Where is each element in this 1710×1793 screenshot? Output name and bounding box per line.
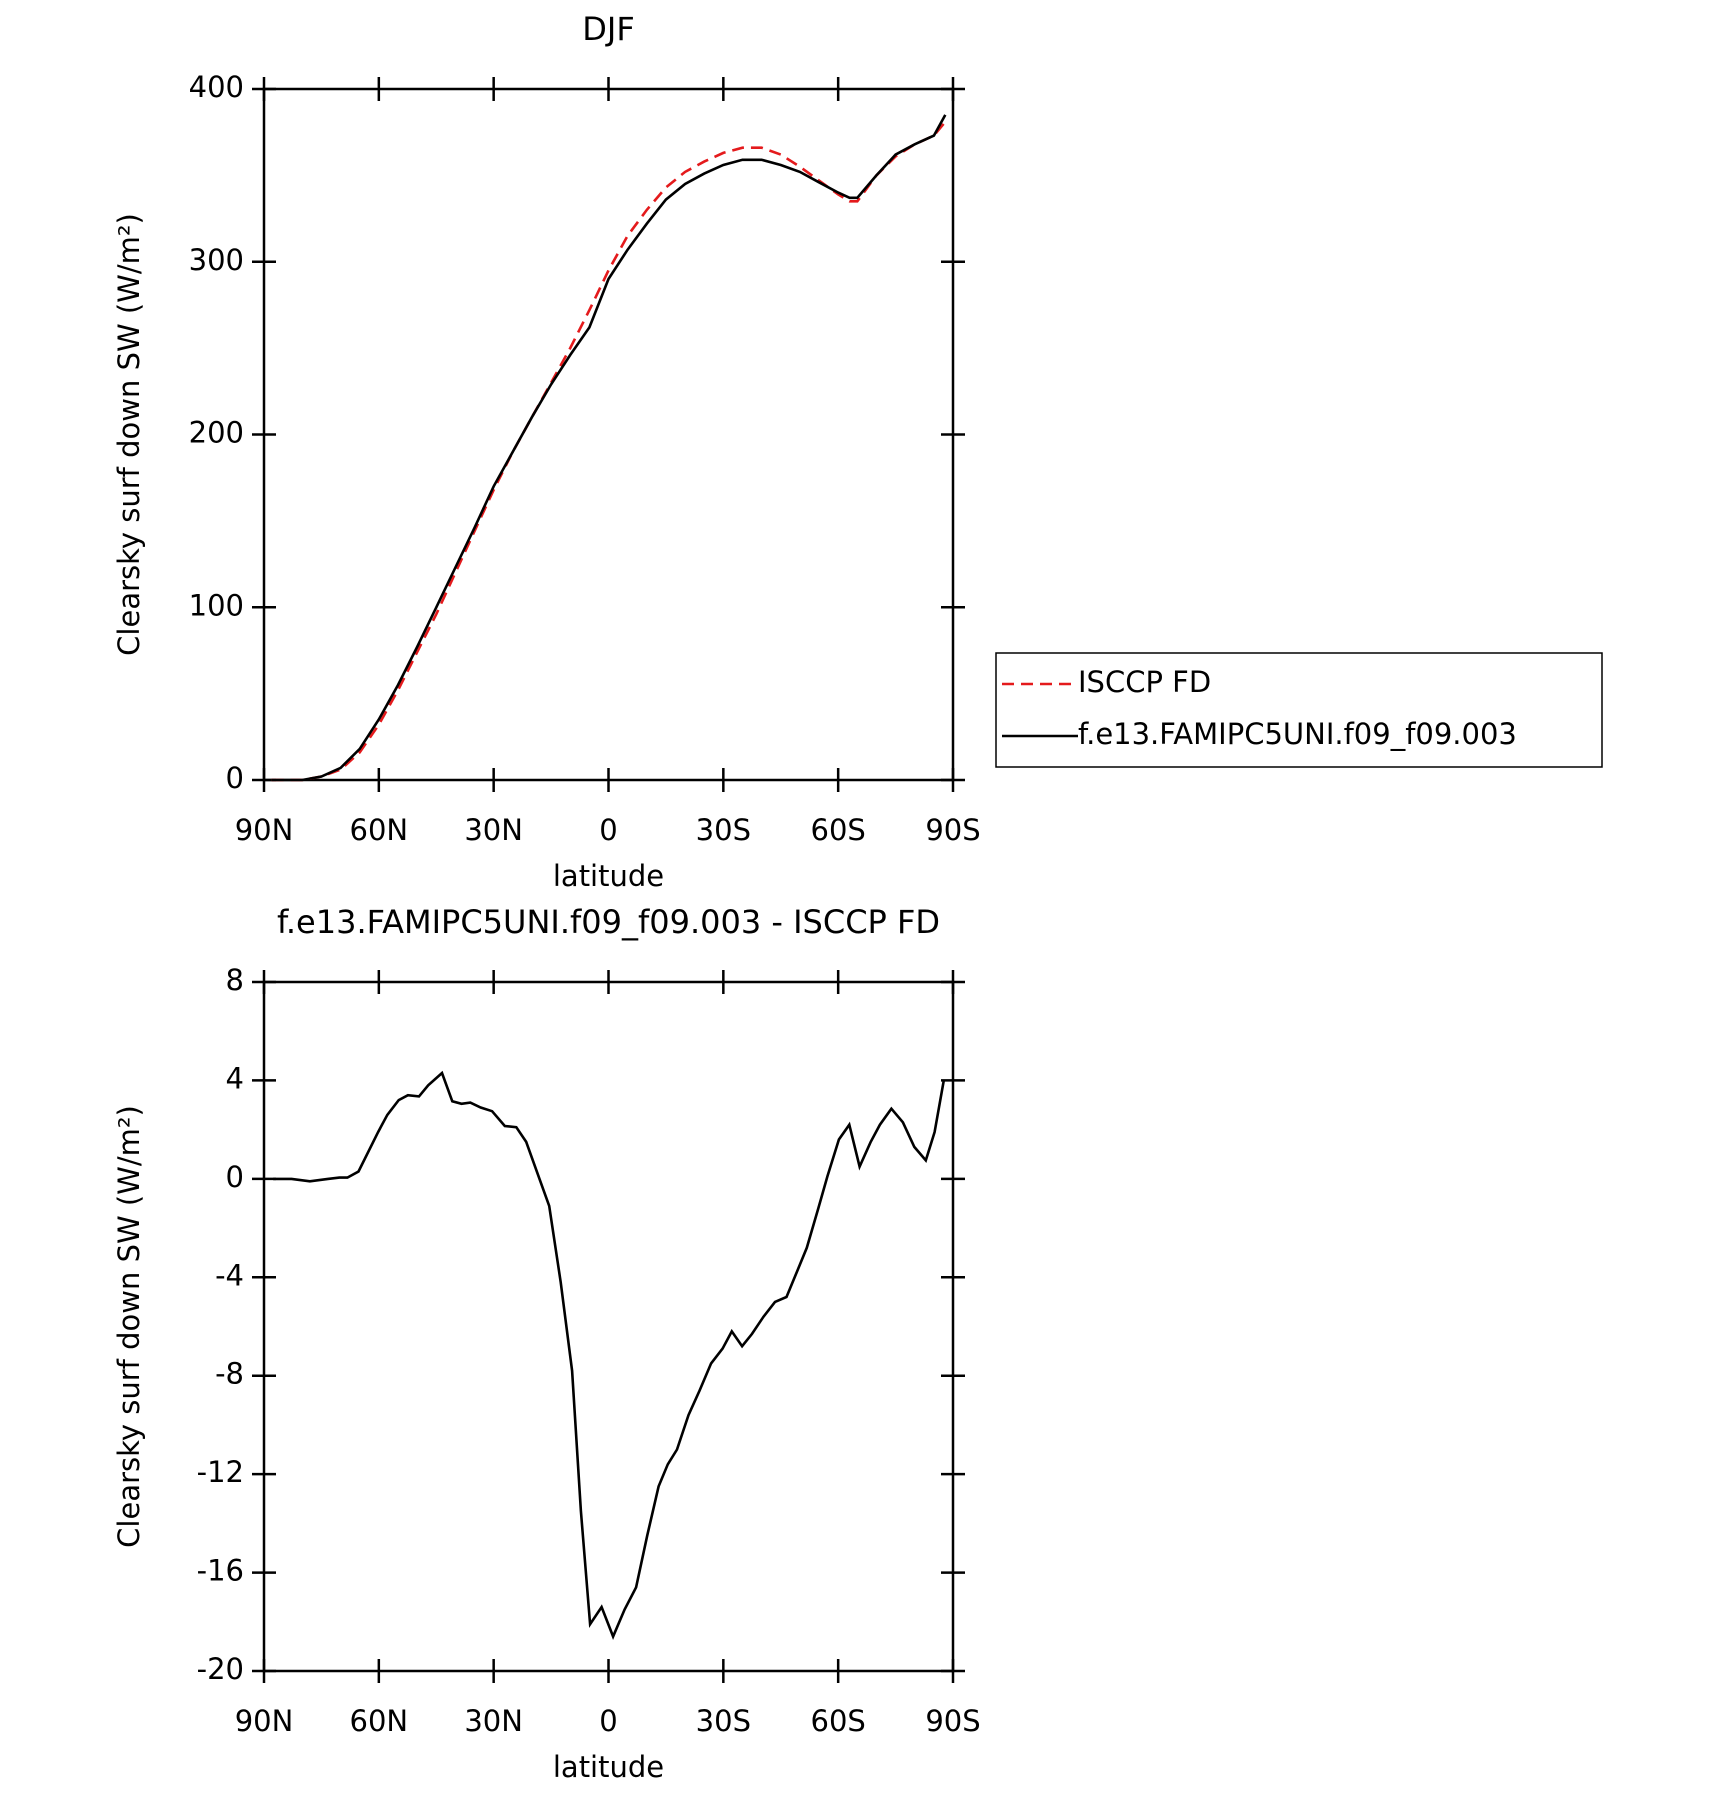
x-tick-label: 60S — [811, 1704, 866, 1738]
data-line — [273, 1070, 946, 1640]
x-tick-label: 90S — [925, 813, 980, 847]
y-tick-label: 0 — [226, 761, 244, 795]
x-tick-label: 30S — [696, 1704, 751, 1738]
chart-title: f.e13.FAMIPC5UNI.f09_f09.003 - ISCCP FD — [277, 903, 940, 941]
y-tick-label: -20 — [197, 1652, 244, 1686]
y-axis-label: Clearsky surf down SW (W/m²) — [112, 1105, 146, 1548]
x-tick-label: 60N — [350, 813, 409, 847]
y-tick-label: 0 — [226, 1160, 244, 1194]
x-tick-label: 30N — [464, 1704, 523, 1738]
data-line — [271, 114, 947, 782]
x-tick-label: 30N — [464, 813, 523, 847]
y-tick-label: 100 — [189, 588, 244, 622]
y-tick-label: 300 — [189, 243, 244, 277]
x-tick-label: 0 — [599, 1704, 617, 1738]
x-axis-label: latitude — [553, 859, 664, 893]
y-tick-label: -12 — [197, 1455, 244, 1489]
y-tick-label: 4 — [226, 1061, 244, 1095]
y-tick-label: 200 — [189, 416, 244, 450]
x-tick-label: 90N — [235, 1704, 294, 1738]
legend-label: ISCCP FD — [1078, 665, 1211, 699]
x-tick-label: 60S — [811, 813, 866, 847]
data-line — [271, 120, 947, 782]
x-tick-label: 90S — [925, 1704, 980, 1738]
legend-label: f.e13.FAMIPC5UNI.f09_f09.003 — [1078, 717, 1517, 751]
y-tick-label: 400 — [189, 70, 244, 104]
x-tick-label: 60N — [350, 1704, 409, 1738]
x-tick-label: 30S — [696, 813, 751, 847]
y-tick-label: -4 — [215, 1258, 244, 1292]
plot-frame — [262, 87, 955, 782]
plot-frame — [262, 980, 955, 1673]
y-tick-label: 8 — [226, 963, 244, 997]
chart-title: DJF — [582, 10, 634, 48]
x-tick-label: 0 — [599, 813, 617, 847]
x-axis-label: latitude — [553, 1750, 664, 1784]
y-tick-label: -16 — [197, 1554, 244, 1588]
legend-box — [995, 652, 1603, 768]
y-axis-label: Clearsky surf down SW (W/m²) — [112, 213, 146, 656]
x-tick-label: 90N — [235, 813, 294, 847]
y-tick-label: -8 — [215, 1357, 244, 1391]
